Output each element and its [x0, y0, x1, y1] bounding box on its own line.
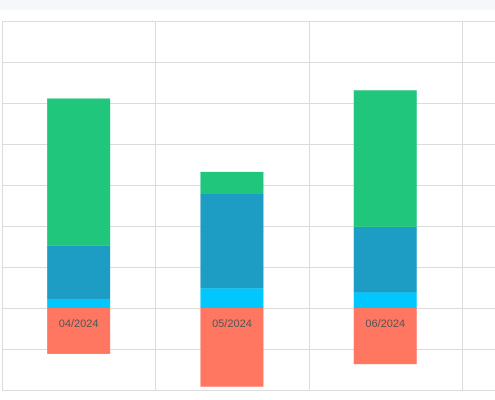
category-label: 05/2024	[212, 318, 252, 330]
bar-segment-4	[353, 90, 417, 227]
category-label: 04/2024	[59, 318, 99, 330]
bar-segment-2	[47, 298, 111, 308]
bar-segment-4	[200, 171, 264, 194]
bar-segment-1	[47, 308, 111, 354]
bar-segment-2	[200, 288, 264, 308]
bar-segment-1	[353, 308, 417, 365]
category-label: 06/2024	[365, 318, 405, 330]
bar-segment-3	[200, 193, 264, 289]
bar-segment-2	[353, 292, 417, 308]
bar-segment-4	[47, 98, 111, 246]
bar-segment-1	[200, 308, 264, 387]
bar-segment-3	[47, 245, 111, 299]
top-toolbar-strip	[0, 0, 495, 10]
bar-segment-3	[353, 226, 417, 293]
